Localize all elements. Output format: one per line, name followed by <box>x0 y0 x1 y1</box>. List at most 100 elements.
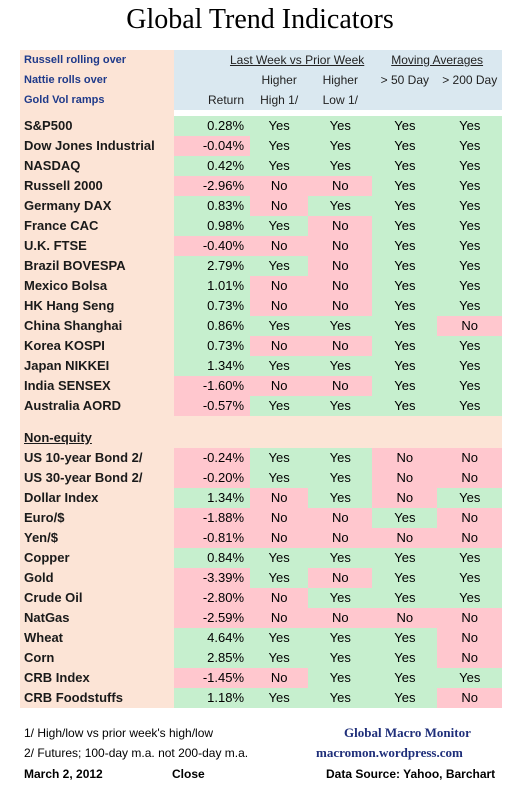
row-name: Gold <box>20 568 175 588</box>
row-ma50: Yes <box>372 216 438 236</box>
table-row: China Shanghai 0.86% Yes Yes Yes No <box>20 316 502 336</box>
row-higher-low: Yes <box>308 156 373 176</box>
row-ma200: No <box>437 608 502 628</box>
row-name: China Shanghai <box>20 316 175 336</box>
section-label: Non-equity <box>20 428 175 448</box>
row-higher-high: Yes <box>250 468 309 488</box>
row-higher-low: Yes <box>308 588 373 608</box>
table-row: Euro/$ -1.88% No No Yes No <box>20 508 502 528</box>
row-ma50: Yes <box>372 628 438 648</box>
row-higher-high: No <box>250 176 309 196</box>
section-header-nonequity: Non-equity <box>20 428 502 448</box>
row-higher-high: Yes <box>250 316 309 336</box>
row-ma200: Yes <box>437 396 502 416</box>
row-higher-low: Yes <box>308 196 373 216</box>
row-return: -1.45% <box>174 668 251 688</box>
row-name: France CAC <box>20 216 175 236</box>
table-row: Gold -3.39% Yes No Yes Yes <box>20 568 502 588</box>
close-label: Close <box>172 767 205 781</box>
table-row: US 10-year Bond 2/-0.24% Yes Yes No No <box>20 448 502 468</box>
row-return: 1.34% <box>174 488 251 508</box>
header-low: Low 1/ <box>308 90 373 110</box>
row-ma200: No <box>437 508 502 528</box>
header-group-ma: Moving Averages <box>372 50 502 70</box>
row-return: -0.40% <box>174 236 251 256</box>
row-ma200: No <box>437 528 502 548</box>
row-higher-high: No <box>250 336 309 356</box>
row-higher-high: Yes <box>250 356 309 376</box>
row-higher-low: Yes <box>308 548 373 568</box>
header-note-1: Russell rolling over <box>20 50 175 70</box>
row-return: -0.81% <box>174 528 251 548</box>
row-return: -0.57% <box>174 396 251 416</box>
row-higher-high: No <box>250 528 309 548</box>
row-return: 0.73% <box>174 336 251 356</box>
footnote-2: 2/ Futures; 100-day m.a. not 200-day m.a… <box>24 746 249 760</box>
row-higher-low: Yes <box>308 316 373 336</box>
row-ma50: No <box>372 468 438 488</box>
row-higher-low: Yes <box>308 136 373 156</box>
row-name: Brazil BOVESPA <box>20 256 175 276</box>
row-higher-high: Yes <box>250 568 309 588</box>
row-ma200: No <box>437 628 502 648</box>
row-name: Japan NIKKEI <box>20 356 175 376</box>
row-ma50: Yes <box>372 396 438 416</box>
row-name: S&P500 <box>20 116 175 136</box>
row-ma50: No <box>372 488 438 508</box>
row-ma50: Yes <box>372 376 438 396</box>
row-ma200: Yes <box>437 488 502 508</box>
table-row: CRB Foodstuffs 1.18% Yes Yes Yes No <box>20 688 502 708</box>
row-ma50: Yes <box>372 668 438 688</box>
footnote-1: 1/ High/low vs prior week's high/low <box>24 726 214 740</box>
row-higher-high: No <box>250 508 309 528</box>
table-row: Wheat 4.64% Yes Yes Yes No <box>20 628 502 648</box>
row-name: Crude Oil <box>20 588 175 608</box>
row-ma50: Yes <box>372 356 438 376</box>
row-higher-low: Yes <box>308 356 373 376</box>
table-row: S&P500 0.28% Yes Yes Yes Yes <box>20 116 502 136</box>
row-ma200: No <box>437 316 502 336</box>
row-return: -2.80% <box>174 588 251 608</box>
row-higher-low: No <box>308 336 373 356</box>
row-ma50: Yes <box>372 196 438 216</box>
row-name: NatGas <box>20 608 175 628</box>
row-higher-high: No <box>250 588 309 608</box>
table-row: NatGas -2.59% No No No No <box>20 608 502 628</box>
row-ma50: Yes <box>372 688 438 708</box>
row-ma50: Yes <box>372 316 438 336</box>
brand-url: macromon.wordpress.com <box>316 745 463 760</box>
row-higher-low: No <box>308 296 373 316</box>
header-gap <box>20 110 502 116</box>
header-ma50: > 50 Day <box>372 70 438 90</box>
row-return: 2.85% <box>174 648 251 668</box>
row-name: Copper <box>20 548 175 568</box>
table-row: Copper 0.84% Yes Yes Yes Yes <box>20 548 502 568</box>
row-return: -2.59% <box>174 608 251 628</box>
row-higher-high: No <box>250 668 309 688</box>
row-name: CRB Index <box>20 668 175 688</box>
row-higher-high: Yes <box>250 116 309 136</box>
table-row: Korea KOSPI 0.73% No No Yes Yes <box>20 336 502 356</box>
row-ma200: Yes <box>437 356 502 376</box>
row-name: Dow Jones Industrial <box>20 136 175 156</box>
row-higher-high: Yes <box>250 628 309 648</box>
row-ma50: Yes <box>372 508 438 528</box>
row-ma200: Yes <box>437 236 502 256</box>
row-return: -0.24% <box>174 448 251 468</box>
table-row: Crude Oil -2.80% No Yes Yes Yes <box>20 588 502 608</box>
row-ma200: No <box>437 468 502 488</box>
row-higher-low: Yes <box>308 396 373 416</box>
row-name: HK Hang Seng <box>20 296 175 316</box>
row-higher-high: Yes <box>250 156 309 176</box>
row-higher-low: Yes <box>308 488 373 508</box>
row-ma50: Yes <box>372 136 438 156</box>
row-return: -1.60% <box>174 376 251 396</box>
row-higher-high: No <box>250 376 309 396</box>
row-higher-low: Yes <box>308 448 373 468</box>
row-higher-low: No <box>308 276 373 296</box>
row-higher-low: No <box>308 528 373 548</box>
page-title: Global Trend Indicators <box>126 4 394 35</box>
row-higher-high: No <box>250 196 309 216</box>
table-row: Dow Jones Industrial -0.04% Yes Yes Yes Yes <box>20 136 502 156</box>
row-ma200: Yes <box>437 588 502 608</box>
